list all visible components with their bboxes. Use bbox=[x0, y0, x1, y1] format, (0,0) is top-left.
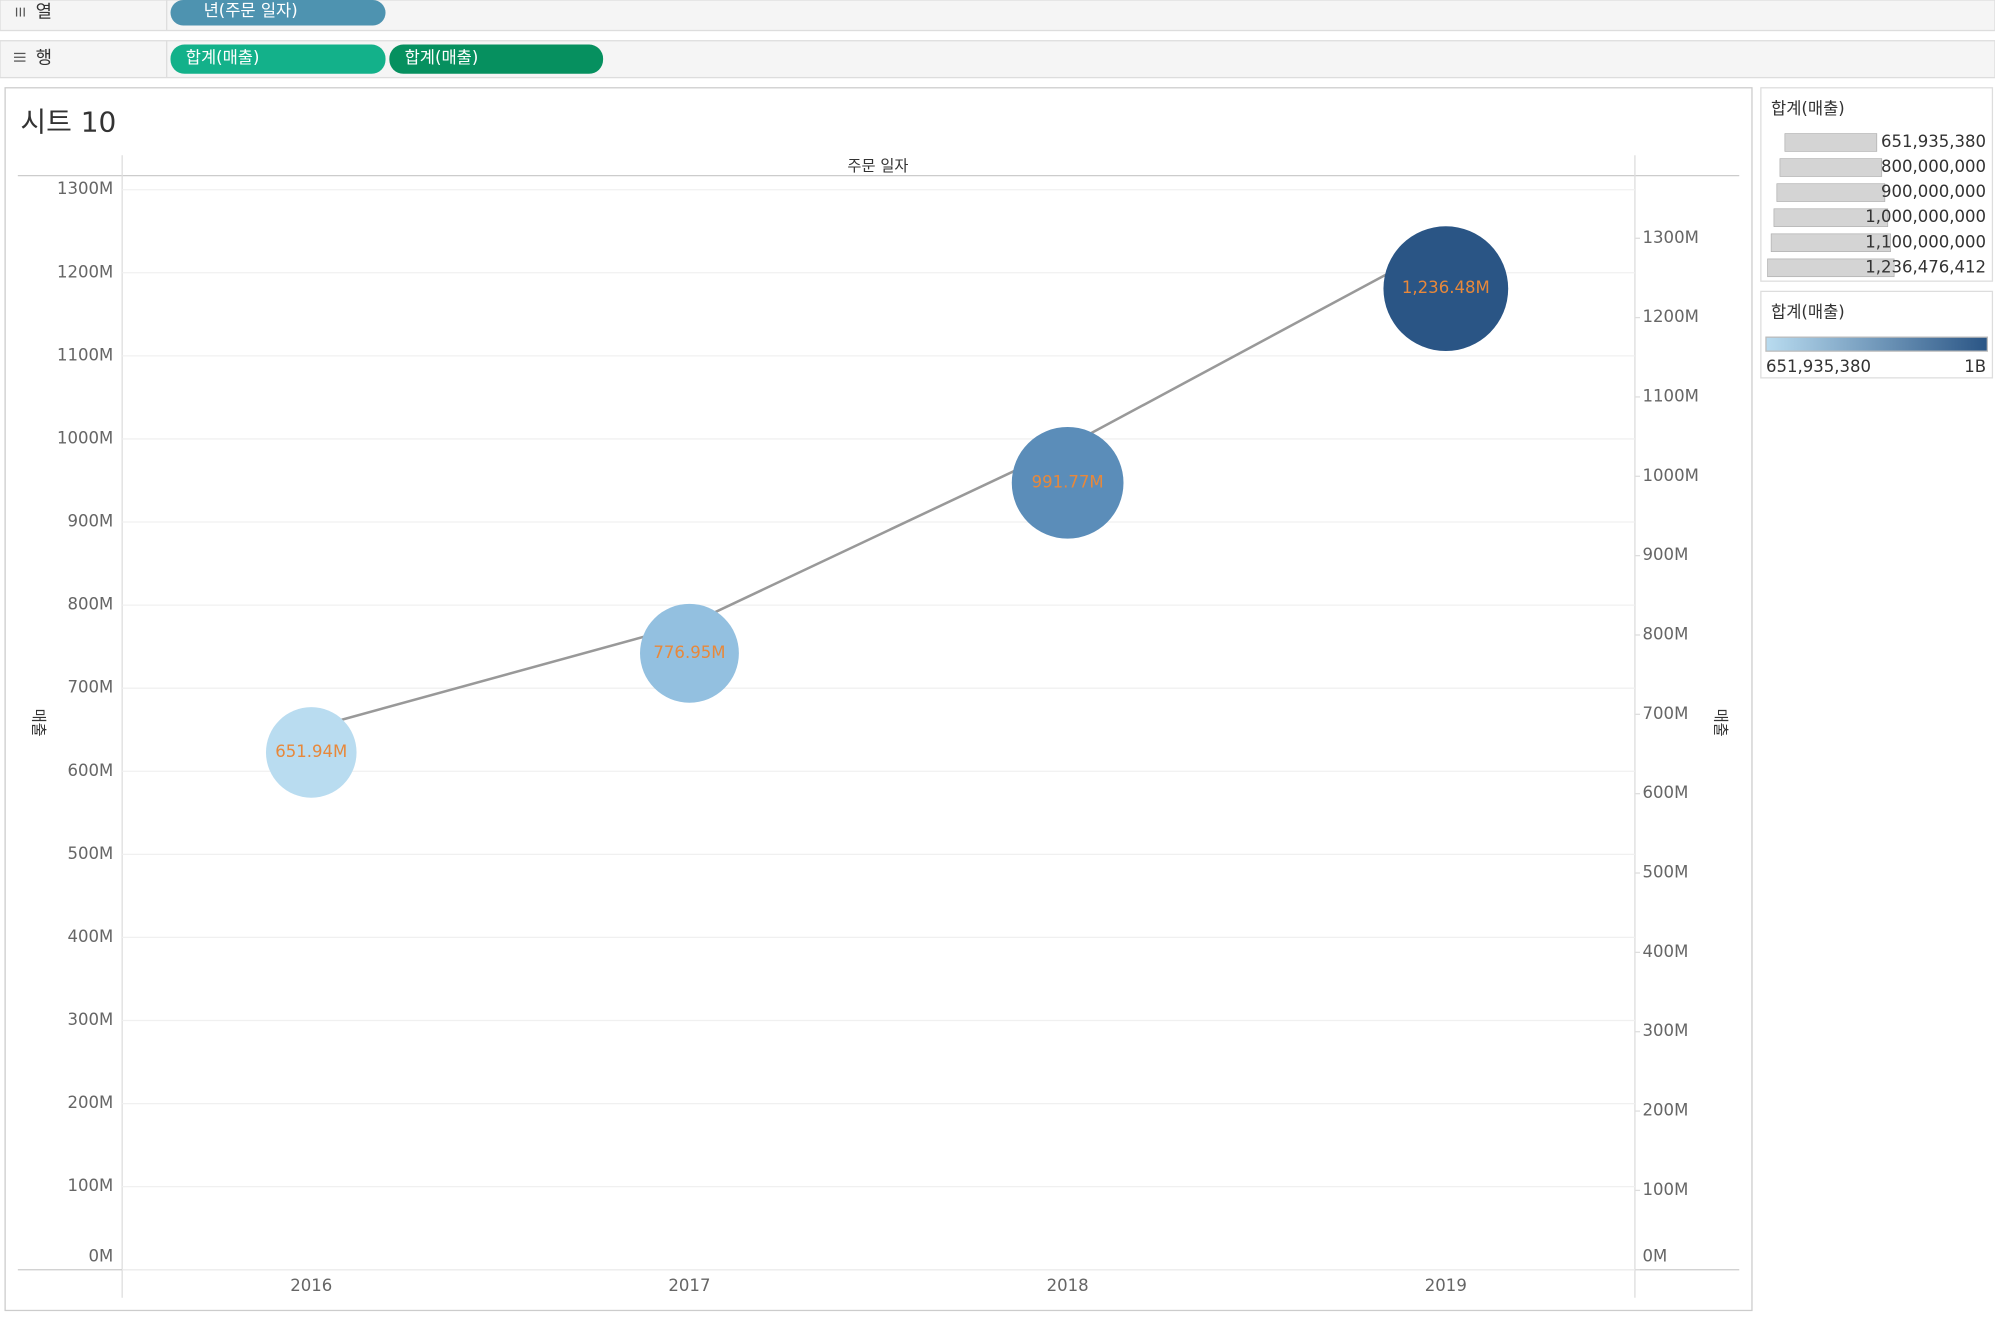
size-legend-bar bbox=[1776, 183, 1886, 202]
y-tick-label: 800M bbox=[67, 595, 113, 614]
y2-tick-label: 200M bbox=[1643, 1101, 1689, 1120]
y-tick-label: 600M bbox=[67, 761, 113, 780]
y-axis-title: 매출 bbox=[30, 709, 48, 737]
y2-tick-label: 500M bbox=[1643, 863, 1689, 882]
legend-label: 651,935,380 bbox=[1766, 357, 1871, 376]
chart-title: 시트 10 bbox=[20, 105, 116, 138]
y2-tick-label: 300M bbox=[1643, 1021, 1689, 1040]
y-tick-label: 1300M bbox=[57, 179, 113, 198]
y-tick-label: 1100M bbox=[57, 345, 113, 364]
x-axis-title: 주문 일자 bbox=[847, 157, 908, 175]
size-legend-bar bbox=[1773, 208, 1889, 227]
line bbox=[310, 241, 1447, 730]
legend-title: 합계(매출) bbox=[1771, 302, 1845, 321]
data-label: 1,236.48M bbox=[1402, 278, 1490, 297]
x-tick-label: 2017 bbox=[668, 1276, 710, 1295]
y2-axis-title: 매출 bbox=[1712, 709, 1730, 737]
columns-icon bbox=[15, 7, 25, 17]
y-tick-label: 0M bbox=[88, 1247, 113, 1266]
bubble bbox=[1011, 426, 1124, 539]
y2-tick-label: 1100M bbox=[1643, 386, 1699, 405]
data-label: 651.94M bbox=[275, 742, 347, 761]
data-label: 776.95M bbox=[653, 643, 725, 662]
x-tick-label: 2019 bbox=[1425, 1276, 1467, 1295]
x-tick-label: 2018 bbox=[1047, 1276, 1089, 1295]
legend-label: 800,000,000 bbox=[1881, 157, 1986, 176]
size-legend-bar bbox=[1784, 133, 1878, 152]
pill[interactable] bbox=[389, 44, 604, 74]
pill[interactable] bbox=[170, 44, 386, 74]
size-legend-bar bbox=[1770, 233, 1891, 252]
legend-label: 900,000,000 bbox=[1881, 182, 1986, 201]
y2-tick-label: 1200M bbox=[1643, 307, 1699, 326]
rows-icon bbox=[14, 52, 26, 62]
y-tick-label: 200M bbox=[67, 1093, 113, 1112]
x-tick-label: 2016 bbox=[290, 1276, 332, 1295]
color-ramp bbox=[1765, 336, 1988, 352]
legend-label: 651,935,380 bbox=[1881, 132, 1986, 151]
y2-tick-label: 1000M bbox=[1643, 466, 1699, 485]
size-legend-bar bbox=[1767, 258, 1895, 278]
y-tick-label: 500M bbox=[67, 844, 113, 863]
shelf-label: 열 bbox=[36, 2, 52, 23]
y-tick-label: 400M bbox=[67, 927, 113, 946]
legend-label: 1,100,000,000 bbox=[1865, 232, 1986, 251]
legend-label: 1B bbox=[1964, 357, 1986, 376]
bubble bbox=[1383, 226, 1509, 352]
legend-label: 1,000,000,000 bbox=[1865, 207, 1986, 226]
y2-tick-label: 100M bbox=[1643, 1180, 1689, 1199]
pill-label[interactable]: 년(주문 일자) bbox=[204, 1, 298, 20]
color-legend bbox=[1760, 290, 1994, 379]
data-label: 991.77M bbox=[1032, 472, 1104, 491]
pill-label[interactable]: 합계(매출) bbox=[405, 48, 479, 67]
bubble bbox=[640, 603, 739, 703]
y2-tick-label: 700M bbox=[1643, 704, 1689, 723]
size-legend-bar bbox=[1779, 158, 1883, 177]
y2-tick-label: 400M bbox=[1643, 942, 1689, 961]
y2-tick-label: 1300M bbox=[1643, 228, 1699, 247]
y-tick-label: 700M bbox=[67, 678, 113, 697]
legend-label: 1,236,476,412 bbox=[1865, 257, 1986, 276]
y-tick-label: 1200M bbox=[57, 262, 113, 281]
y-tick-label: 1000M bbox=[57, 428, 113, 447]
shelf-label: 행 bbox=[36, 48, 52, 69]
legend-title: 합계(매출) bbox=[1771, 99, 1845, 118]
y-tick-label: 100M bbox=[67, 1176, 113, 1195]
y2-tick-label: 600M bbox=[1643, 783, 1689, 802]
y-tick-label: 900M bbox=[67, 512, 113, 531]
y2-tick-label: 900M bbox=[1643, 545, 1689, 564]
pill-label[interactable]: 합계(매출) bbox=[186, 48, 260, 67]
y2-tick-label: 0M bbox=[1643, 1247, 1668, 1266]
bubble bbox=[265, 707, 357, 798]
y-tick-label: 300M bbox=[67, 1010, 113, 1029]
pill[interactable] bbox=[170, 0, 386, 26]
y2-tick-label: 800M bbox=[1643, 624, 1689, 643]
